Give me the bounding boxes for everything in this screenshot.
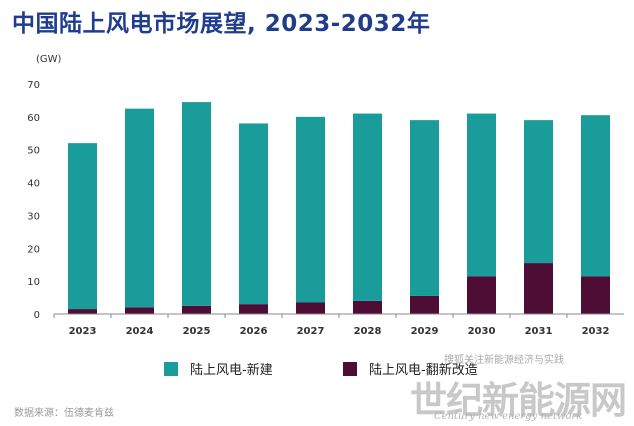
watermark-english: Century new energy network [434,411,583,422]
bar-segment-new-build [410,120,439,296]
legend-item-new-build: 陆上风电-新建 [164,359,273,378]
bar-segment-new-build [524,120,553,264]
x-tick-label: 2032 [582,326,610,337]
x-axis: 2023 2024 2025 2026 2027 2028 2029 2030 2031 2032 [53,314,610,337]
bar-segment-repower [239,304,268,314]
bar-segment-new-build [182,102,211,306]
bar-segment-new-build [68,143,97,310]
bar-segment-repower [524,263,553,314]
watermark-caption: 搜狐关注新能源经济与实践 [444,355,564,366]
data-source: 数据来源：伍德麦肯兹 [14,408,114,419]
bar-segment-new-build [239,123,268,305]
legend-swatch-repower [343,361,357,376]
y-tick-label: 20 [27,244,40,255]
x-tick-label: 2031 [525,326,553,337]
x-tick-label: 2023 [69,326,97,337]
legend-label-new-build: 陆上风电-新建 [190,363,273,378]
y-axis-unit-label: (GW) [36,54,62,65]
x-tick-label: 2029 [411,326,439,337]
bar-segment-repower [68,309,97,314]
chart-title: 中国陆上风电市场展望, 2023-2032年 [12,11,431,37]
bar-segment-new-build [296,116,325,303]
bar-segment-repower [467,276,496,314]
bar-segment-repower [410,295,439,314]
bar-segment-new-build [353,113,382,301]
bars-group [68,102,610,314]
bar-segment-repower [296,302,325,314]
bar-segment-repower [353,300,382,314]
y-tick-label: 0 [34,310,40,321]
bar-segment-repower [581,276,610,314]
y-tick-label: 70 [27,80,40,91]
bar-segment-new-build [467,113,496,277]
x-tick-label: 2030 [468,326,496,337]
y-tick-label: 10 [27,277,40,288]
legend-label-repower: 陆上风电-翻新改造 [369,363,478,378]
watermark-logo-text: 世纪新能源网 [410,378,627,422]
x-tick-label: 2027 [297,326,325,337]
y-tick-label: 40 [27,179,40,190]
x-tick-label: 2026 [240,326,268,337]
y-tick-label: 60 [27,113,40,124]
y-tick-label: 50 [27,146,40,157]
x-tick-label: 2024 [126,326,154,337]
bar-segment-repower [182,305,211,314]
bar-segment-repower [125,307,154,314]
y-tick-label: 30 [27,211,40,222]
legend-item-repower: 陆上风电-翻新改造 [343,359,478,378]
bar-segment-new-build [125,108,154,308]
bar-segment-new-build [581,115,610,277]
x-tick-label: 2025 [183,326,211,337]
x-tick-label: 2028 [354,326,382,337]
y-axis: 0 10 20 30 40 50 60 70 [27,80,40,321]
legend-swatch-new-build [164,361,178,376]
